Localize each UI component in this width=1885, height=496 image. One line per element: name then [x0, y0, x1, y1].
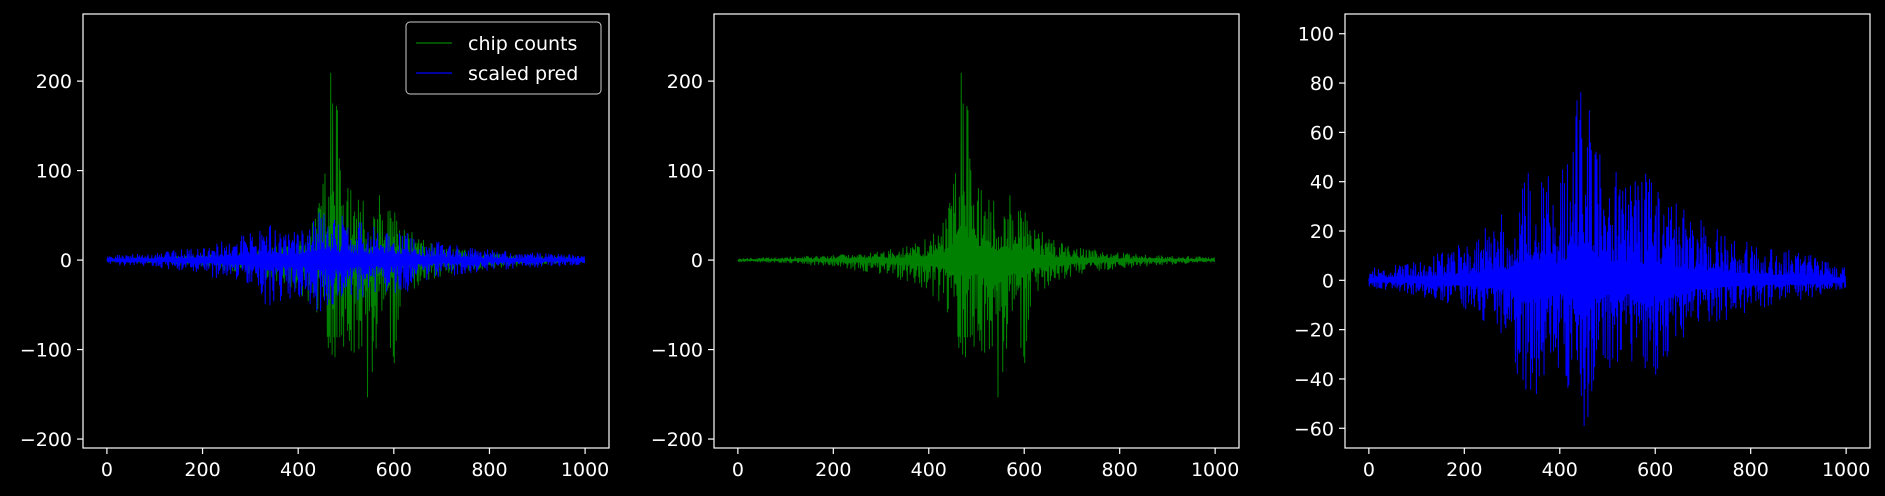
series-group	[737, 72, 1216, 398]
y-tick-label: −100	[651, 340, 703, 362]
series-line-scaled-pred	[106, 212, 586, 312]
x-tick-label: 0	[101, 459, 113, 481]
subplot-3: 0 200 400 600 800 1000 −60 −40 −20 0 20 40 60 80 100	[1294, 13, 1871, 481]
axes-frame	[82, 13, 610, 449]
y-tick-label: 200	[36, 71, 72, 93]
x-tick-label: 600	[1006, 459, 1042, 481]
y-tick-label: 200	[667, 71, 703, 93]
y-tick-label: 40	[1310, 172, 1334, 194]
x-tick-label: 200	[815, 459, 851, 481]
x-tick-label: 600	[1637, 459, 1673, 481]
y-tick-label: 100	[1298, 24, 1334, 46]
y-tick-label: 80	[1310, 73, 1334, 95]
series-line-green	[737, 72, 1216, 398]
series-group	[1368, 92, 1847, 427]
y-tick-label: −200	[20, 429, 72, 451]
x-tick-label: 800	[1102, 459, 1138, 481]
x-tick-label: 400	[911, 459, 947, 481]
x-tick-label: 1000	[1822, 459, 1870, 481]
y-tick-label: −40	[1294, 369, 1334, 391]
x-tick-label: 200	[184, 459, 220, 481]
legend-label: scaled pred	[468, 63, 578, 85]
x-tick-label: 1000	[561, 459, 609, 481]
legend-label: chip counts	[468, 33, 577, 55]
y-tick-label: 20	[1310, 221, 1334, 243]
y-tick-label: 0	[1322, 270, 1334, 292]
x-tick-label: 600	[376, 459, 412, 481]
y-tick-label: 60	[1310, 122, 1334, 144]
y-tick-label: 100	[667, 161, 703, 183]
y-tick-label: 0	[691, 250, 703, 272]
x-tick-label: 400	[280, 459, 316, 481]
x-tick-label: 1000	[1191, 459, 1239, 481]
x-tick-label: 400	[1542, 459, 1578, 481]
x-tick-label: 800	[471, 459, 507, 481]
x-tick-label: 800	[1733, 459, 1769, 481]
y-tick-label: −60	[1294, 418, 1334, 440]
subplot-2: 0 200 400 600 800 1000 −200 −100 0 100 200	[651, 13, 1240, 481]
legend: chip counts scaled pred	[405, 21, 602, 95]
subplot-1: 0 200 400 600 800 1000 −200 −100 0 100 200 chip cou…	[20, 13, 610, 481]
legend-box	[405, 21, 602, 95]
axes-frame	[713, 13, 1240, 449]
series-group	[106, 72, 586, 398]
x-tick-label: 0	[1363, 459, 1375, 481]
x-tick-label: 200	[1446, 459, 1482, 481]
axes-frame	[1344, 13, 1871, 449]
y-tick-label: −20	[1294, 320, 1334, 342]
y-tick-label: 0	[60, 250, 72, 272]
y-tick-label: −200	[651, 429, 703, 451]
x-tick-label: 0	[732, 459, 744, 481]
series-line-blue	[1368, 92, 1847, 427]
y-tick-label: 100	[36, 161, 72, 183]
y-tick-label: −100	[20, 340, 72, 362]
